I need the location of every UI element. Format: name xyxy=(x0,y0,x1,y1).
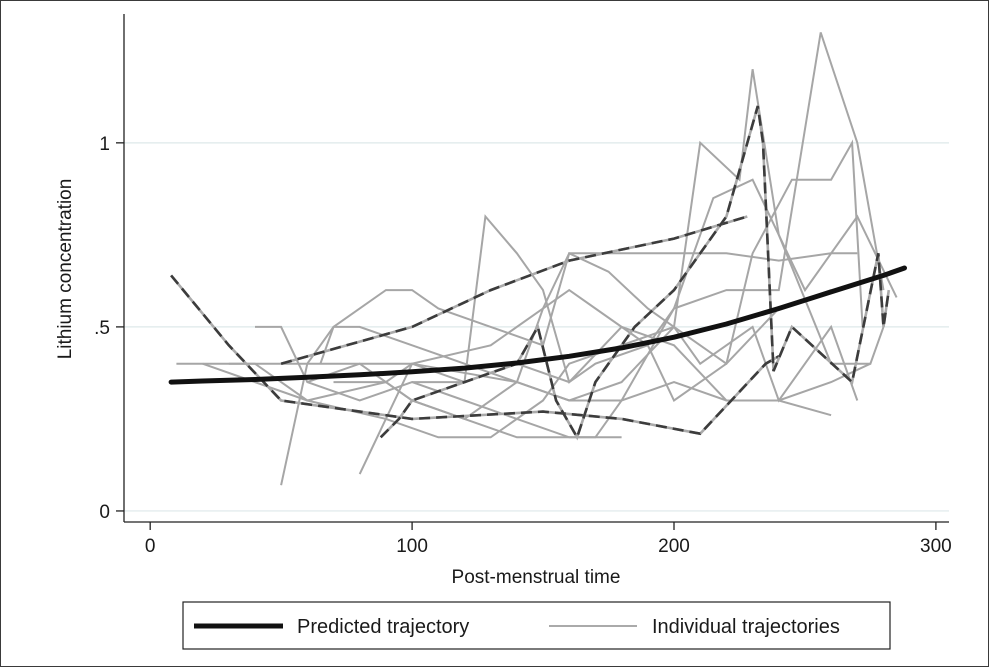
highlighted-trajectory-1 xyxy=(170,274,780,436)
individual-trajectory-6 xyxy=(176,32,885,439)
x-tick-label: 100 xyxy=(396,536,428,557)
highlighted-trajectory-underlay-3 xyxy=(379,105,891,441)
x-tick-label: 300 xyxy=(920,536,952,557)
y-axis-ticks: 0.51 xyxy=(94,134,124,523)
y-tick-label: .5 xyxy=(94,318,110,339)
y-tick-label: 0 xyxy=(99,502,110,523)
legend-individual-label: Individual trajectories xyxy=(652,616,840,638)
individual-trajectory-2 xyxy=(280,325,832,486)
individual-trajectory-9 xyxy=(412,178,898,384)
highlighted-trajectory-2 xyxy=(280,215,748,365)
individual-trajectory-4 xyxy=(358,214,871,475)
legend-predicted-label: Predicted trajectory xyxy=(297,616,469,638)
x-axis-ticks: 0 100 200 300 xyxy=(145,522,952,557)
individual-trajectory-8 xyxy=(333,139,864,402)
x-tick-label: 0 xyxy=(145,536,156,557)
legend: Predicted trajectory Individual trajecto… xyxy=(182,601,891,650)
legend-box xyxy=(182,601,891,650)
axes xyxy=(123,14,949,523)
x-tick-label: 200 xyxy=(658,536,690,557)
predicted-trajectory-line xyxy=(168,265,907,385)
y-axis-title: Lithium concentration xyxy=(55,179,76,360)
x-axis-title: Post-menstrual time xyxy=(452,567,621,588)
individual-trajectories xyxy=(176,32,898,486)
highlighted-trajectories xyxy=(170,105,891,441)
y-tick-label: 1 xyxy=(99,134,110,155)
predicted-trajectory xyxy=(168,265,907,385)
